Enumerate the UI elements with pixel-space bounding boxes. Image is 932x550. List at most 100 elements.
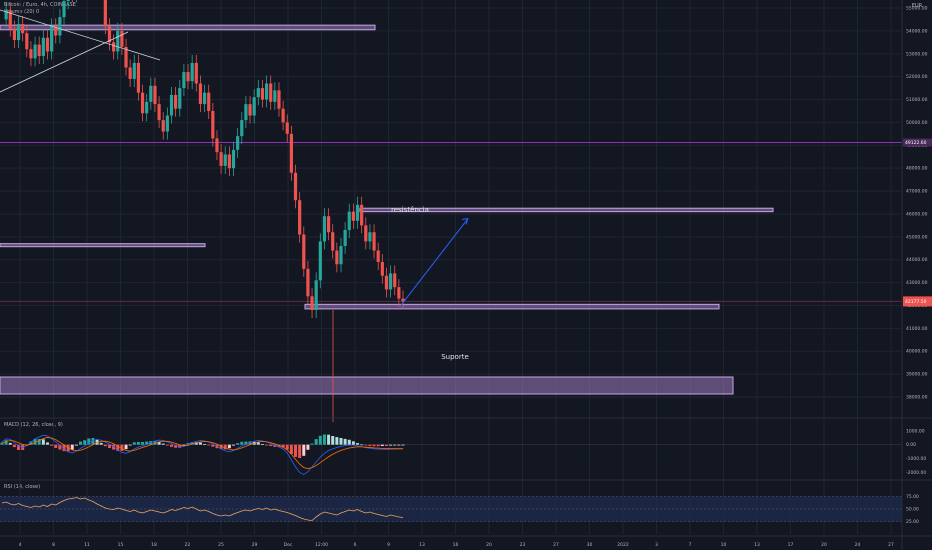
macd-histogram-bar: [389, 444, 393, 446]
candle-body: [264, 83, 269, 100]
price-tick-label: 41000.00: [906, 326, 928, 332]
candle-body: [190, 62, 194, 82]
candle-body: [207, 92, 211, 111]
price-tick-label: 44000.00: [906, 257, 928, 263]
macd-histogram-bar: [302, 444, 306, 456]
candle-body: [45, 37, 50, 52]
mid-zone: [0, 243, 206, 248]
candle-body: [12, 28, 17, 41]
currency-label: EUR: [912, 3, 923, 9]
macd-histogram-bar: [393, 444, 397, 446]
macd-histogram-bar: [99, 442, 103, 445]
macd-histogram-bar: [236, 443, 240, 445]
macd-histogram-bar: [41, 439, 45, 445]
macd-histogram-bar: [244, 441, 248, 445]
macd-histogram-bar: [116, 444, 120, 451]
time-tick-label: Dec: [284, 542, 293, 548]
candle-body: [194, 62, 198, 84]
time-tick-label: 16: [453, 542, 459, 548]
price-tick-label: 54000.00: [906, 28, 928, 34]
macd-histogram-bar: [368, 444, 372, 446]
price-tick-label: 38000.00: [906, 395, 928, 401]
zones: [0, 24, 902, 395]
macd-histogram-bar: [306, 444, 310, 450]
macd-histogram-bar: [107, 444, 111, 448]
macd-histogram-bar: [174, 444, 178, 448]
macd-histogram-bar: [314, 439, 318, 445]
rsi-tick-label: 50.00: [906, 507, 919, 513]
macd-histogram-bar: [58, 444, 62, 450]
time-tick-label: 3: [655, 542, 658, 548]
price-tick-label: 52000.00: [906, 74, 928, 80]
price-tick-label: 43000.00: [906, 280, 928, 286]
candle-body: [302, 234, 306, 269]
macd-tick-label: -1000.00: [906, 456, 926, 462]
macd-histogram-bar: [347, 439, 351, 445]
candle-body: [153, 85, 157, 105]
candle-body: [103, 0, 107, 27]
macd-histogram-bar: [161, 443, 165, 445]
macd-histogram-bar: [0, 442, 4, 445]
candle-body: [50, 26, 54, 52]
candle-body: [149, 85, 153, 102]
macd-histogram-bar: [384, 444, 388, 446]
macd-histogram-bar: [141, 442, 145, 445]
time-tick-label: 20: [486, 542, 492, 548]
candle-body: [322, 216, 327, 242]
macd-histogram-bar: [79, 441, 83, 445]
candle-body: [54, 26, 58, 36]
time-tick-label: 30: [587, 542, 593, 548]
macd-histogram-bar: [351, 441, 355, 445]
candle-body: [339, 245, 343, 265]
macd-histogram-bar: [227, 444, 231, 449]
candle-body: [128, 67, 132, 79]
chart-header: Bitcoin / Euro, 4h, COINBASE Volume (20)…: [4, 2, 76, 16]
macd-histogram-bar: [17, 444, 21, 450]
candle-body: [281, 108, 285, 123]
time-tick-label: 8: [52, 542, 55, 548]
candle-body: [8, 10, 12, 29]
candle-body: [298, 200, 302, 235]
candle-body: [186, 72, 190, 82]
candle-body: [174, 94, 178, 109]
candle-body: [29, 49, 33, 59]
macd-histogram-bar: [335, 437, 339, 445]
time-tick-label: 2022: [617, 542, 629, 548]
rsi-label: RSI (14, close): [4, 484, 41, 490]
time-tick-label: 9: [387, 542, 390, 548]
macd-histogram-bar: [132, 442, 136, 445]
candle-body: [227, 154, 231, 169]
candle-body: [318, 241, 322, 281]
macd-histogram-bar: [198, 442, 202, 445]
candle-body: [33, 44, 37, 59]
macd-histogram-bar: [273, 444, 277, 447]
candle-body: [372, 232, 376, 251]
candle-body: [182, 72, 186, 89]
rsi-line: [1, 497, 404, 521]
macd-histogram-bar: [54, 444, 58, 448]
overlay-line: Volume (20) 0: [4, 9, 40, 15]
candle-body: [132, 62, 136, 79]
macd-histogram-bar: [91, 438, 95, 445]
macd-histogram-bar: [256, 442, 260, 445]
candle-body: [169, 94, 174, 116]
macd-histogram-bar: [103, 444, 107, 447]
level-price-tag: [903, 138, 932, 147]
candle-body: [368, 232, 372, 242]
candle-body: [112, 42, 116, 52]
macd-histogram-bar: [95, 439, 99, 445]
support-annotation: Suporte: [441, 353, 469, 361]
macd-histogram-bar: [8, 442, 12, 445]
macd-histogram-bar: [318, 435, 322, 445]
candle-body: [116, 30, 120, 52]
price-tick-label: 40000.00: [906, 349, 928, 355]
candle-body: [178, 88, 182, 109]
rsi-pane: [0, 479, 932, 522]
macd-histogram-bar: [70, 444, 74, 450]
candle-body: [306, 268, 310, 297]
macd-histogram-bar: [211, 444, 215, 447]
macd-line: [1, 434, 404, 475]
macd-histogram-bar: [145, 441, 149, 445]
time-tick-label: 29: [252, 542, 258, 548]
